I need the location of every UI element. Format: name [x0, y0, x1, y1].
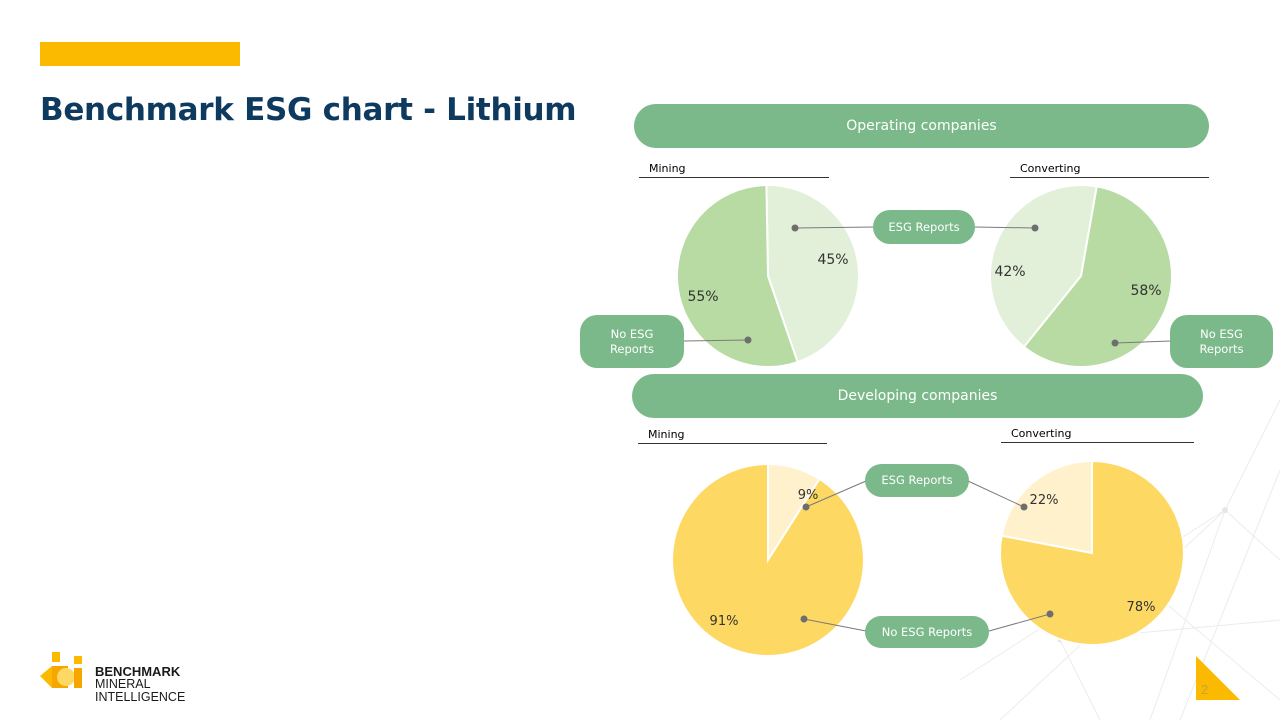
- operating-companies-header: Operating companies: [634, 104, 1209, 148]
- pie-3-label-0: 22%: [1030, 493, 1059, 508]
- pie-2-slice-1: [671, 462, 865, 657]
- pie-2-connector-1: [803, 618, 867, 632]
- pie-0-label-0: 45%: [817, 252, 848, 268]
- pie-3-connector-0: [967, 480, 1025, 508]
- pie-2-connector-dot-0: [802, 503, 810, 511]
- dev-mining-label: Mining: [638, 428, 827, 444]
- pie-1-connector-1: [1114, 340, 1172, 344]
- pie-0-connector-dot-1: [744, 336, 752, 344]
- pie-1-connector-0: [974, 226, 1036, 229]
- benchmark-logo-icon: [40, 652, 82, 688]
- pie-0-slice-1: [676, 183, 799, 368]
- pie-3-connector-dot-1: [1046, 610, 1054, 618]
- pie-2-connector-dot-1: [800, 615, 808, 623]
- pie-0-connector-dot-0: [791, 224, 799, 232]
- dev-no-esg-callout: No ESG Reports: [865, 616, 989, 648]
- dev-esg-reports-callout: ESG Reports: [865, 464, 969, 497]
- pie-3-slice-0: [1000, 459, 1093, 555]
- op-no-esg-left-callout: No ESG Reports: [580, 315, 684, 368]
- developing-companies-header: Developing companies: [632, 374, 1203, 418]
- op-converting-label: Converting: [1010, 162, 1209, 178]
- pie-3-label-1: 78%: [1127, 600, 1156, 615]
- pie-3-slice-1: [999, 459, 1185, 646]
- page-title: Benchmark ESG chart - Lithium: [40, 92, 577, 128]
- pie-1-connector-dot-0: [1031, 224, 1039, 232]
- logo-line-3: INTELLIGENCE: [95, 690, 186, 704]
- pie-1-label-0: 42%: [994, 264, 1025, 280]
- pie-1-label-1: 58%: [1130, 283, 1161, 299]
- op-mining-label: Mining: [639, 162, 829, 178]
- pie-0-connector-0: [794, 226, 875, 229]
- pie-1-slice-1: [1022, 185, 1173, 368]
- logo-wordmark: BENCHMARK MINERAL INTELLIGENCE: [95, 665, 185, 704]
- op-no-esg-right-callout: No ESG Reports: [1170, 315, 1273, 368]
- pie-0-connector-1: [683, 339, 749, 342]
- pie-1-connector-dot-1: [1111, 339, 1119, 347]
- pie-2-connector-0: [805, 480, 867, 508]
- pie-2-label-1: 91%: [710, 614, 739, 629]
- pie-2-label-0: 9%: [798, 488, 819, 503]
- pie-1-slice-0: [989, 184, 1098, 349]
- pie-0-label-1: 55%: [687, 289, 718, 305]
- dev-converting-label: Converting: [1001, 427, 1194, 443]
- logo-line-1: BENCHMARK: [95, 664, 181, 679]
- logo-line-2: MINERAL: [95, 677, 151, 691]
- accent-bar: [40, 42, 240, 66]
- op-esg-reports-callout: ESG Reports: [873, 210, 975, 244]
- pie-0-slice-0: [765, 184, 860, 364]
- page-number: 2: [1201, 682, 1209, 697]
- pie-3-connector-dot-0: [1020, 503, 1028, 511]
- page-corner-triangle: [1196, 656, 1240, 700]
- pie-3-connector-1: [988, 613, 1051, 632]
